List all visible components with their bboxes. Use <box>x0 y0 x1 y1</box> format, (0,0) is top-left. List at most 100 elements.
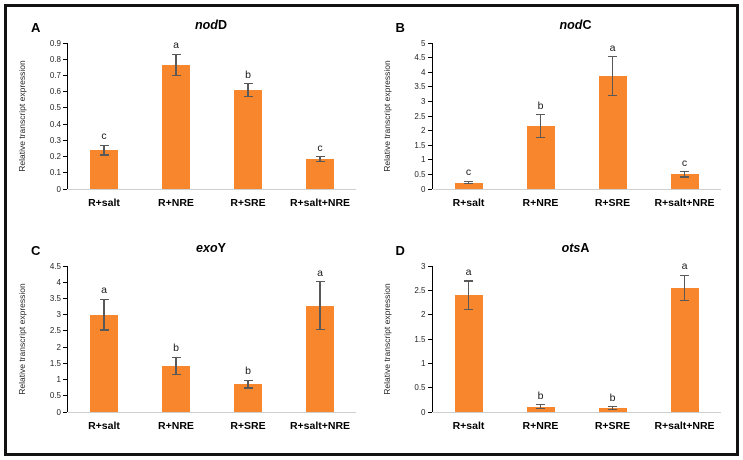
y-tick-mark <box>63 297 67 299</box>
error-bar-cap-top <box>99 298 109 300</box>
y-tick-label: 0.9 <box>49 38 61 48</box>
error-bar-cap-top <box>171 53 181 55</box>
significance-letter: a <box>173 39 179 52</box>
category-label: R+SRE <box>594 420 631 432</box>
error-bar-cap-top <box>680 274 689 276</box>
error-bar-cap-bottom <box>608 408 617 411</box>
y-tick-label: 0.1 <box>49 168 61 178</box>
bar <box>90 150 118 189</box>
error-bar-cap-bottom <box>243 95 253 98</box>
y-tick-mark <box>63 188 67 190</box>
significance-letter: a <box>465 266 472 279</box>
y-tick-mark <box>427 173 432 175</box>
x-axis-line <box>432 411 721 413</box>
error-bar <box>611 56 614 96</box>
gene-name-plain: Y <box>217 241 226 255</box>
error-bar-cap-top <box>464 180 473 182</box>
y-tick-label: 4 <box>421 67 426 77</box>
gene-name-italic: nod <box>195 18 218 32</box>
y-tick-label: 1.5 <box>414 140 426 150</box>
y-tick-mark <box>427 71 432 73</box>
bar <box>526 406 555 412</box>
panel-title: nodC <box>432 18 720 32</box>
panel-title: exoY <box>67 241 355 255</box>
gene-name-italic: nod <box>559 18 583 32</box>
error-bar-cap-bottom <box>315 328 325 330</box>
y-tick-mark <box>63 411 67 413</box>
y-tick-mark <box>427 130 432 132</box>
y-tick-label: 5 <box>421 38 426 48</box>
y-tick-mark <box>63 42 67 44</box>
y-tick-mark <box>63 172 67 174</box>
category-label: R+SRE <box>594 197 631 209</box>
error-bar-cap-bottom <box>464 183 473 185</box>
significance-letter: a <box>609 41 616 54</box>
error-bar-cap-top <box>464 280 473 282</box>
error-bar <box>247 83 249 97</box>
y-tick-label: 0.2 <box>49 152 61 162</box>
error-bar-cap-top <box>608 406 617 408</box>
significance-letter: a <box>101 284 107 297</box>
category-label: R+SRE <box>230 197 266 209</box>
error-bar <box>683 275 686 301</box>
y-tick-label: 3.5 <box>414 82 426 92</box>
error-bar-cap-top <box>315 155 325 158</box>
y-tick-mark <box>63 123 67 125</box>
y-tick-mark <box>427 314 432 316</box>
category-label: R+salt <box>452 420 485 432</box>
error-bar-cap-bottom <box>536 407 545 410</box>
y-tick-label: 2 <box>421 310 426 320</box>
y-axis-label: Relative transcript expression <box>17 283 27 395</box>
y-tick-label: 3 <box>421 96 426 106</box>
y-tick-mark <box>427 159 432 161</box>
error-bar-cap-bottom <box>680 176 689 178</box>
significance-letter: c <box>681 156 688 169</box>
y-tick-label: 0.8 <box>49 54 61 64</box>
x-axis-line <box>432 188 721 190</box>
error-bar-cap-top <box>315 281 325 283</box>
gene-name-plain: C <box>582 18 592 32</box>
y-tick-mark <box>427 115 432 117</box>
category-label: R+salt+NRE <box>654 420 715 432</box>
category-label: R+NRE <box>522 197 559 209</box>
y-tick-mark <box>427 411 432 413</box>
bar <box>454 182 483 189</box>
error-bar-cap-top <box>243 379 253 381</box>
category-label: R+NRE <box>158 197 194 209</box>
bar <box>90 314 118 412</box>
significance-letter: b <box>245 68 251 81</box>
x-axis-line <box>68 188 356 190</box>
significance-letter: b <box>173 342 179 355</box>
category-label: R+NRE <box>522 420 559 432</box>
error-bar-cap-top <box>99 144 109 146</box>
y-tick-mark <box>427 387 432 389</box>
y-tick-mark <box>63 346 67 348</box>
y-tick-label: 1 <box>421 155 426 165</box>
y-tick-label: 0.5 <box>49 103 61 113</box>
panel-title: nodD <box>67 18 355 32</box>
y-tick-label: 0.5 <box>49 391 61 401</box>
y-tick-mark <box>427 362 432 364</box>
x-axis-line <box>68 411 356 413</box>
y-tick-label: 3.5 <box>49 293 61 303</box>
plot-area: 0 0.1 0.2 0.3 0.4 0.5 0.6 0.7 0.8 0.9 c R+salt a R+NR… <box>50 39 356 209</box>
bar <box>670 174 699 189</box>
y-tick-mark <box>63 107 67 109</box>
bar <box>454 295 483 412</box>
error-bar <box>539 404 542 409</box>
y-tick-mark <box>63 74 67 76</box>
y-tick-label: 2.5 <box>414 285 426 295</box>
y-tick-mark <box>63 281 67 283</box>
error-bar <box>539 114 542 138</box>
panel-title: otsA <box>432 241 720 255</box>
significance-letter: c <box>465 166 472 179</box>
y-tick-label: 2 <box>56 342 61 352</box>
bar <box>306 159 334 189</box>
significance-letter: b <box>609 391 616 404</box>
category-label: R+salt+NRE <box>289 420 351 432</box>
y-tick-label: 2.5 <box>414 111 426 121</box>
error-bar <box>103 299 105 330</box>
error-bar-cap-bottom <box>464 308 473 310</box>
